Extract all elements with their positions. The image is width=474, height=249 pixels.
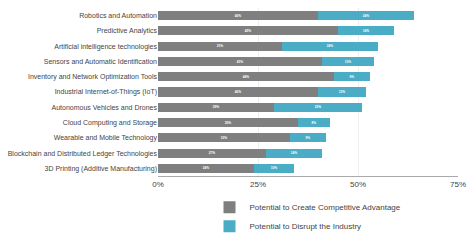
svg-text:29%: 29% — [213, 105, 220, 109]
svg-text:Potential to Disrupt the Indus: Potential to Disrupt the Industry — [250, 222, 362, 231]
svg-text:Predictive Analytics: Predictive Analytics — [97, 27, 158, 35]
svg-text:14%: 14% — [291, 151, 298, 155]
svg-text:40%: 40% — [235, 14, 242, 18]
svg-text:Robotics and Automation: Robotics and Automation — [79, 12, 157, 19]
svg-text:33%: 33% — [221, 136, 228, 140]
svg-text:Sensors and Automatic Identifi: Sensors and Automatic Identification — [44, 58, 157, 65]
svg-text:Potential to Create Competitiv: Potential to Create Competitive Advantag… — [250, 203, 401, 212]
svg-text:8%: 8% — [312, 121, 317, 125]
svg-text:24%: 24% — [327, 44, 334, 48]
svg-text:25%: 25% — [250, 180, 266, 189]
svg-text:14%: 14% — [363, 29, 370, 33]
svg-text:44%: 44% — [243, 75, 250, 79]
svg-text:40%: 40% — [235, 90, 242, 94]
svg-text:24%: 24% — [203, 166, 210, 170]
svg-text:Autonomous Vehicles and Drones: Autonomous Vehicles and Drones — [52, 104, 158, 111]
svg-text:Cloud Computing and Storage: Cloud Computing and Storage — [63, 119, 157, 127]
svg-text:Inventory and Network Optimiza: Inventory and Network Optimization Tools — [28, 73, 158, 81]
svg-text:13%: 13% — [345, 60, 352, 64]
svg-text:9%: 9% — [306, 136, 311, 140]
svg-text:27%: 27% — [209, 151, 216, 155]
svg-text:12%: 12% — [339, 90, 346, 94]
svg-text:0%: 0% — [152, 180, 164, 189]
svg-text:9%: 9% — [350, 75, 355, 79]
svg-text:Wearable and Mobile Technology: Wearable and Mobile Technology — [54, 134, 158, 142]
svg-text:3D Printing (Additive Manufact: 3D Printing (Additive Manufacturing) — [45, 165, 157, 173]
svg-text:75%: 75% — [450, 180, 466, 189]
svg-text:24%: 24% — [363, 14, 370, 18]
svg-text:Artificial intelligence techno: Artificial intelligence technologies — [54, 43, 157, 51]
svg-text:Industrial Internet-of-Things: Industrial Internet-of-Things (IoT) — [55, 88, 157, 96]
svg-text:31%: 31% — [217, 44, 224, 48]
svg-text:Blockchain and Distributed Led: Blockchain and Distributed Ledger Techno… — [8, 150, 158, 158]
svg-text:35%: 35% — [225, 121, 232, 125]
svg-text:41%: 41% — [237, 60, 244, 64]
svg-text:10%: 10% — [271, 166, 278, 170]
svg-text:22%: 22% — [315, 105, 322, 109]
svg-text:50%: 50% — [350, 180, 366, 189]
svg-text:45%: 45% — [245, 29, 252, 33]
